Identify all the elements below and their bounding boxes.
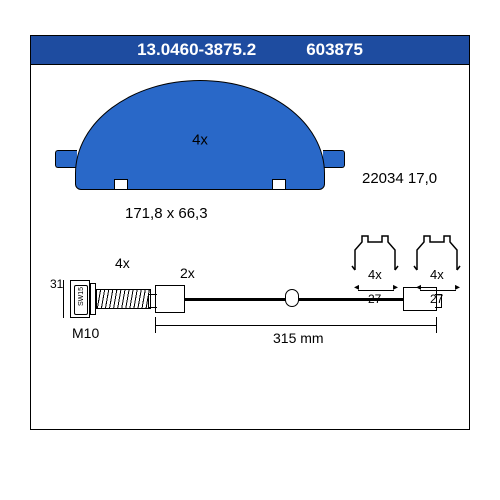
pad-notch <box>272 179 286 189</box>
wire-dim-line <box>155 325 437 326</box>
pad-tab-left <box>55 150 77 168</box>
bolt-thread <box>96 289 151 309</box>
bolt-diagram: 4x SW15 31 M10 <box>50 255 160 335</box>
bolt-quantity: 4x <box>115 255 130 271</box>
bolt-thread-label: M10 <box>72 325 99 341</box>
brake-pad-diagram: 4x <box>55 80 345 195</box>
clip-a-diagram: 4x 27 <box>350 232 405 307</box>
clip-a-width: 27 <box>368 292 381 306</box>
pad-tab-right <box>323 150 345 168</box>
bolt-dim-line <box>63 280 64 318</box>
bolt-hex-size: SW15 <box>78 287 85 306</box>
clip-b-dim-line <box>420 290 456 291</box>
wire-quantity: 2x <box>180 265 195 281</box>
wire-connector-left <box>155 285 185 313</box>
pad-notch <box>114 179 128 189</box>
wire-length: 315 mm <box>270 330 327 346</box>
clip-a-quantity: 4x <box>368 267 382 282</box>
clip-b-width: 27 <box>430 292 443 306</box>
pad-dimensions: 171,8 x 66,3 <box>125 205 208 222</box>
header-bar: 13.0460-3875.2 603875 <box>30 35 470 65</box>
part-number: 13.0460-3875.2 <box>137 40 256 60</box>
clip-b-quantity: 4x <box>430 267 444 282</box>
short-code: 603875 <box>306 40 363 60</box>
pad-side-code: 22034 17,0 <box>362 170 437 187</box>
pad-quantity: 4x <box>192 131 208 148</box>
clip-b-diagram: 4x 27 <box>412 232 467 307</box>
wire-grommet <box>285 289 299 307</box>
bolt-height: 31 <box>50 277 63 291</box>
clip-a-dim-line <box>358 290 394 291</box>
